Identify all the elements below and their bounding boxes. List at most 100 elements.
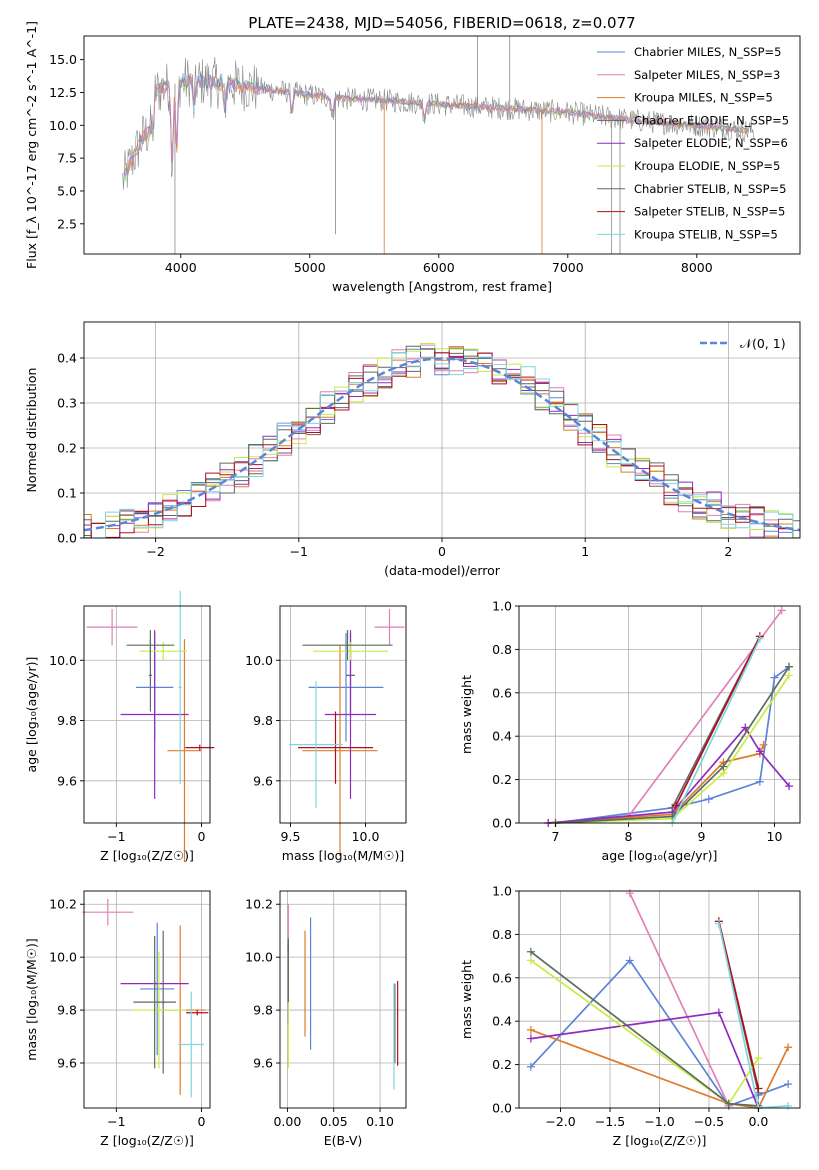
- series-marker: [526, 1062, 535, 1071]
- panel-age-vs-mass: 9.5 10.0 9.6 9.8 10.0 mass [log₁₀(M/M☉)]: [245, 605, 407, 863]
- y-tick-label: 9.8: [57, 1003, 77, 1018]
- x-tick-label: 10.0: [352, 829, 380, 844]
- error-point: [178, 590, 182, 784]
- x-tick-label: 8: [625, 829, 633, 844]
- gridlines: [280, 891, 406, 1108]
- error-point: [289, 681, 343, 808]
- y-tick-label: 2.5: [57, 216, 77, 231]
- x-tick-label: 2: [724, 544, 732, 559]
- x-tick-label: 0.05: [320, 1114, 348, 1129]
- x-tick-label: −0.5: [694, 1114, 724, 1129]
- error-point: [120, 630, 189, 799]
- error-point: [167, 639, 202, 863]
- y-tick-label: 10.0: [245, 950, 273, 965]
- x-tick-label: −2: [146, 544, 164, 559]
- y-tick-label: 5.0: [57, 183, 77, 198]
- y-tick-label: 9.8: [253, 713, 273, 728]
- series-line: [718, 921, 760, 1089]
- series-line: [629, 892, 730, 1107]
- histogram-series: [84, 352, 800, 538]
- panel-residuals: −2 −1 0 1 2 0.0 0.1 0.2 0.3 0.4 (data-model)/error…: [24, 321, 801, 578]
- series-marker: [719, 762, 728, 771]
- error-point: [298, 711, 373, 784]
- legend: 𝒩(0, 1): [700, 336, 786, 351]
- y-tick-label: 0.4: [492, 1014, 512, 1029]
- legend-entry: Chabrier STELIB, N_SSP=5: [634, 182, 786, 196]
- x-tick-label: 9.5: [281, 829, 301, 844]
- y-tick-label: 0.8: [492, 642, 512, 657]
- y-tick-label: 0.2: [492, 772, 512, 787]
- x-tick-label: −1: [107, 829, 125, 844]
- y-tick-label: 0.4: [57, 351, 77, 366]
- gridlines: [84, 606, 210, 823]
- series-marker: [526, 956, 535, 965]
- x-tick-label: 8000: [681, 260, 713, 275]
- plot-area: [86, 590, 215, 863]
- plot-area: [82, 898, 209, 1098]
- axes-frame: [279, 605, 407, 824]
- x-tick-label: 7000: [552, 260, 584, 275]
- legend-entry: Chabrier MILES, N_SSP=5: [634, 45, 781, 59]
- y-tick-label: 0.6: [492, 685, 512, 700]
- y-tick-label: 9.6: [253, 1056, 273, 1071]
- x-tick-label: −2.0: [545, 1114, 575, 1129]
- y-tick-label: 0.3: [57, 396, 77, 411]
- y-tick-label: 10.0: [49, 950, 77, 965]
- legend-entry: Kroupa STELIB, N_SSP=5: [634, 227, 778, 241]
- y-tick-label: 9.8: [253, 1003, 273, 1018]
- y-tick-label: 0.0: [492, 816, 512, 831]
- series-marker: [526, 1034, 535, 1043]
- y-tick-label: 10.0: [49, 653, 77, 668]
- y-tick-label: 1.0: [492, 884, 512, 899]
- legend-entry: Kroupa ELODIE, N_SSP=5: [634, 159, 780, 173]
- x-tick-label: 0.00: [273, 1114, 301, 1129]
- y-axis-label: age [log₁₀(age/yr)]: [24, 657, 39, 773]
- panel-spectrum: 4000 5000 6000 7000 8000 2.5 5.0 7.5 10.0 12.5 15.…: [24, 14, 801, 294]
- series-line: [555, 666, 790, 824]
- gridlines: [84, 891, 210, 1108]
- series-marker: [784, 1043, 793, 1052]
- y-axis-label: mass weight: [459, 960, 474, 1039]
- panel-age-vs-Z: −1 0 9.6 9.8 10.0 Z [log₁₀(Z/Z☉)] age [log₁₀(a…: [24, 590, 215, 863]
- series-marker: [625, 889, 634, 898]
- series-marker: [777, 606, 786, 615]
- error-point: [133, 935, 176, 1069]
- legend-entry: Salpeter STELIB, N_SSP=5: [634, 205, 785, 219]
- y-tick-label: 0.2: [57, 441, 77, 456]
- y-tick-label: 9.6: [57, 1056, 77, 1071]
- series-marker: [755, 777, 764, 786]
- x-axis-label: mass [log₁₀(M/M☉)]: [282, 848, 404, 863]
- y-tick-label: 0.4: [492, 729, 512, 744]
- series-line: [671, 638, 761, 824]
- series-marker: [784, 1101, 793, 1110]
- y-axis-label: Normed distribution: [24, 368, 39, 493]
- error-point: [374, 609, 405, 646]
- series-marker: [785, 662, 794, 671]
- error-point: [82, 898, 134, 926]
- x-axis-label: wavelength [Angstrom, rest frame]: [332, 279, 552, 294]
- y-tick-label: 0.2: [492, 1057, 512, 1072]
- x-tick-label: −1: [290, 544, 308, 559]
- axes-frame: [83, 605, 211, 824]
- axes-frame: [279, 890, 407, 1109]
- error-point: [126, 630, 175, 661]
- x-tick-label: −1: [107, 1114, 125, 1129]
- error-point: [178, 991, 205, 1098]
- y-tick-label: 10.0: [49, 118, 77, 133]
- x-axis-label: Z [log₁₀(Z/Z☉)]: [613, 1133, 707, 1148]
- error-point: [302, 630, 393, 661]
- series-7: [714, 917, 763, 1093]
- axes-frame: [518, 605, 801, 824]
- error-point: [186, 1010, 209, 1016]
- y-tick-label: 0.8: [492, 927, 512, 942]
- x-tick-label: 6000: [423, 260, 455, 275]
- series-line: [675, 636, 761, 806]
- x-tick-label: 7: [552, 829, 560, 844]
- legend-entry: 𝒩(0, 1): [740, 336, 786, 351]
- error-point: [185, 744, 215, 751]
- series-marker: [784, 1080, 793, 1089]
- y-tick-label: 9.8: [57, 713, 77, 728]
- legend-entry: Kroupa MILES, N_SSP=5: [634, 91, 773, 105]
- legend-entry: Salpeter MILES, N_SSP=3: [634, 68, 780, 82]
